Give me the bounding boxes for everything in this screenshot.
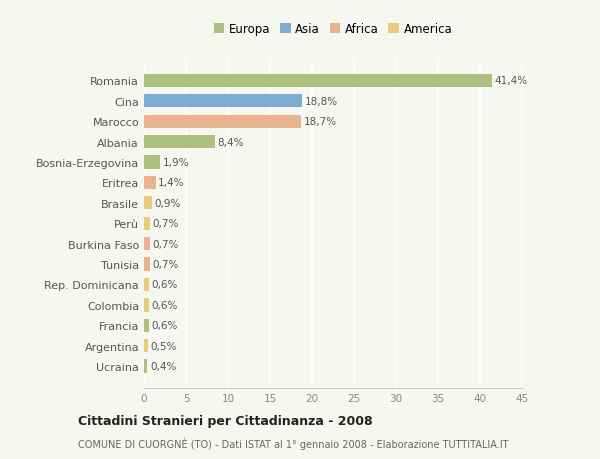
Text: COMUNE DI CUORGNÈ (TO) - Dati ISTAT al 1° gennaio 2008 - Elaborazione TUTTITALIA: COMUNE DI CUORGNÈ (TO) - Dati ISTAT al 1… <box>78 437 509 449</box>
Text: 18,7%: 18,7% <box>304 117 337 127</box>
Text: 41,4%: 41,4% <box>494 76 527 86</box>
Text: 0,6%: 0,6% <box>152 320 178 330</box>
Text: 0,6%: 0,6% <box>152 280 178 290</box>
Bar <box>144 156 160 169</box>
Text: 1,4%: 1,4% <box>158 178 185 188</box>
Text: 0,7%: 0,7% <box>152 239 179 249</box>
Text: Cittadini Stranieri per Cittadinanza - 2008: Cittadini Stranieri per Cittadinanza - 2… <box>78 414 373 428</box>
Legend: Europa, Asia, Africa, America: Europa, Asia, Africa, America <box>214 23 452 36</box>
Text: 0,5%: 0,5% <box>151 341 177 351</box>
Text: 1,9%: 1,9% <box>163 158 189 168</box>
Bar <box>144 74 492 88</box>
Text: 18,8%: 18,8% <box>304 96 338 106</box>
Bar <box>144 339 148 353</box>
Text: 0,9%: 0,9% <box>154 198 181 208</box>
Bar <box>144 115 301 129</box>
Bar <box>144 299 149 312</box>
Text: 0,4%: 0,4% <box>150 361 176 371</box>
Text: 0,6%: 0,6% <box>152 300 178 310</box>
Bar <box>144 136 215 149</box>
Bar <box>144 95 302 108</box>
Bar <box>144 258 150 271</box>
Bar <box>144 319 149 332</box>
Bar <box>144 217 150 230</box>
Bar <box>144 278 149 291</box>
Bar <box>144 360 148 373</box>
Bar <box>144 237 150 251</box>
Bar <box>144 176 156 190</box>
Bar <box>144 197 152 210</box>
Text: 0,7%: 0,7% <box>152 219 179 229</box>
Text: 8,4%: 8,4% <box>217 137 244 147</box>
Text: 0,7%: 0,7% <box>152 259 179 269</box>
